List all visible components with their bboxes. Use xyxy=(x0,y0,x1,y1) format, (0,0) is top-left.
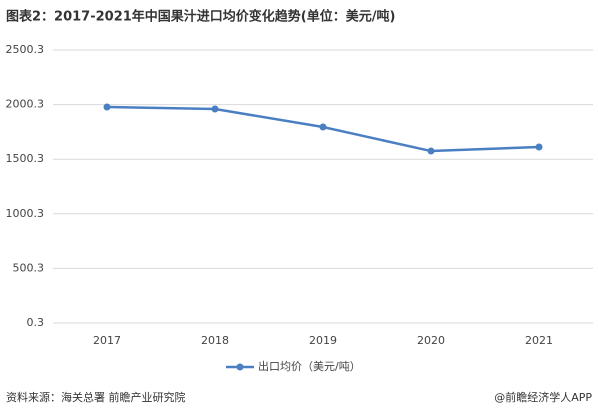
legend-marker xyxy=(236,363,244,371)
y-tick-label: 2000.3 xyxy=(6,98,45,111)
y-tick-label: 1000.3 xyxy=(6,207,45,220)
legend-label: 出口均价（美元/吨） xyxy=(258,359,361,373)
x-tick-label: 2021 xyxy=(525,334,553,347)
source-note: 资料来源：海关总署 前瞻产业研究院 xyxy=(6,390,186,404)
x-tick-label: 2017 xyxy=(93,334,121,347)
x-tick-label: 2019 xyxy=(309,334,337,347)
data-point xyxy=(427,147,435,155)
data-point xyxy=(103,103,111,111)
y-tick-label: 1500.3 xyxy=(6,152,45,165)
x-tick-label: 2020 xyxy=(417,334,445,347)
credit: @前瞻经济学人APP xyxy=(494,390,592,404)
y-tick-label: 500.3 xyxy=(13,261,45,274)
y-tick-label: 2500.3 xyxy=(6,43,45,56)
data-point xyxy=(535,143,543,151)
y-tick-label: 0.3 xyxy=(27,316,45,329)
x-tick-label: 2018 xyxy=(201,334,229,347)
data-point xyxy=(211,105,219,113)
chart-title: 图表2：2017-2021年中国果汁进口均价变化趋势(单位：美元/吨) xyxy=(6,9,395,25)
data-point xyxy=(319,123,327,131)
